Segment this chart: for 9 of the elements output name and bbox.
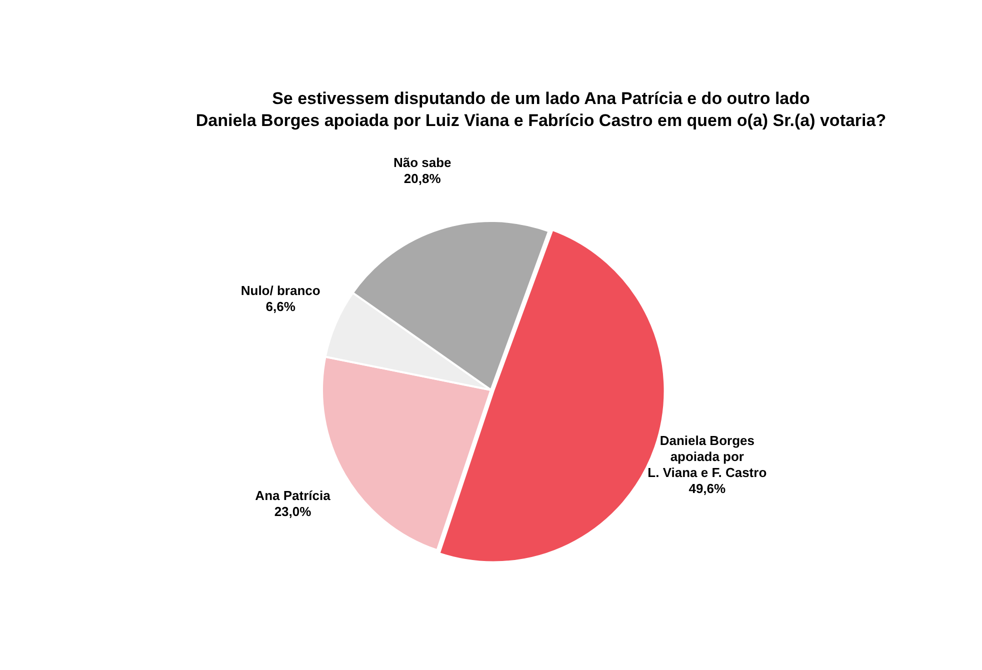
slice-label: Ana Patrícia (255, 488, 332, 504)
data-label: 23,0% (274, 504, 312, 520)
slice-label: Não sabe (393, 155, 452, 170)
data-label: 6,6% (266, 299, 296, 314)
slice-label: Nulo/ branco (240, 283, 320, 298)
chart-title: Se estivessem disputando de um lado Ana Patrícia e do outro lado Daniela Borges apoiada por Luiz Viana e Fabrício Castro em quem o(a) Sr.(a) votaria? (194, 88, 888, 132)
slice-label: Daniela Borges apoiada por L. Viana e F. Castro (648, 433, 767, 480)
data-label: 20,8% (404, 171, 442, 186)
data-label: 49,6% (688, 481, 726, 496)
